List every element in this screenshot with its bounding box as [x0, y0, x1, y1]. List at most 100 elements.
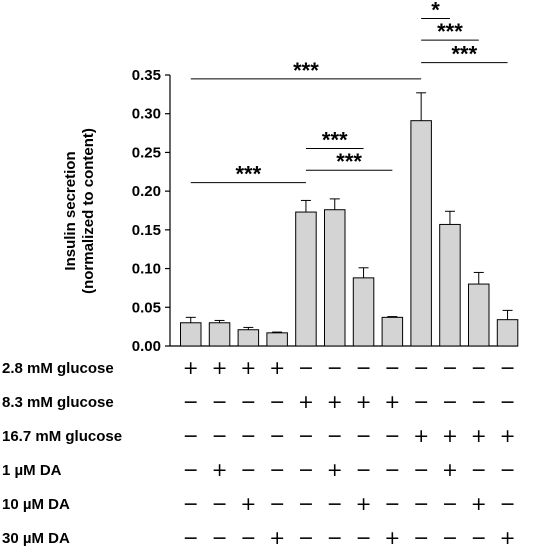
plus-mark: +: [500, 527, 516, 549]
y-axis-label: Insulin secretion (normalized to content…: [62, 128, 97, 294]
minus-mark: −: [327, 493, 343, 515]
plus-mark: +: [327, 391, 343, 413]
minus-mark: −: [269, 425, 285, 447]
y-tick-label: 0.35: [132, 67, 161, 84]
minus-mark: −: [413, 357, 429, 379]
bar: [324, 209, 346, 347]
minus-mark: −: [240, 527, 256, 549]
minus-mark: −: [413, 391, 429, 413]
minus-mark: −: [384, 459, 400, 481]
plus-mark: +: [356, 391, 372, 413]
significance-label: ***: [336, 149, 362, 174]
y-axis-label-line1: Insulin secretion: [62, 151, 79, 270]
minus-mark: −: [298, 459, 314, 481]
minus-mark: −: [212, 391, 228, 413]
bar: [208, 322, 231, 347]
minus-mark: −: [298, 357, 314, 379]
plus-mark: +: [240, 493, 256, 515]
minus-mark: −: [298, 527, 314, 549]
plus-mark: +: [269, 357, 285, 379]
significance-label: ***: [437, 19, 463, 44]
minus-mark: −: [327, 357, 343, 379]
minus-mark: −: [384, 493, 400, 515]
plus-mark: +: [298, 391, 314, 413]
minus-mark: −: [212, 425, 228, 447]
condition-table: 2.8 mM glucose + + + + − − − − − − − −8.3 mM glucose…: [2, 357, 516, 549]
minus-mark: −: [500, 459, 516, 481]
minus-mark: −: [500, 357, 516, 379]
minus-mark: −: [442, 493, 458, 515]
minus-mark: −: [384, 357, 400, 379]
minus-mark: −: [240, 391, 256, 413]
minus-mark: −: [413, 493, 429, 515]
minus-mark: −: [183, 391, 199, 413]
plus-mark: +: [183, 357, 199, 379]
y-tick-label: 0.00: [132, 338, 161, 355]
plus-mark: +: [471, 493, 487, 515]
plus-mark: +: [442, 425, 458, 447]
significance-label: ***: [322, 128, 348, 153]
y-tick-label: 0.20: [132, 183, 161, 200]
plus-mark: +: [212, 357, 228, 379]
plus-mark: +: [384, 391, 400, 413]
plus-mark: +: [442, 459, 458, 481]
minus-mark: −: [269, 493, 285, 515]
minus-mark: −: [183, 527, 199, 549]
minus-mark: −: [442, 357, 458, 379]
minus-mark: −: [269, 459, 285, 481]
minus-mark: −: [240, 459, 256, 481]
bar: [295, 211, 317, 347]
condition-label: 10 µM DA: [2, 496, 70, 513]
condition-label: 8.3 mM glucose: [2, 394, 114, 411]
significance-annotations: *******************: [190, 0, 508, 187]
minus-mark: −: [269, 391, 285, 413]
condition-label: 2.8 mM glucose: [2, 360, 114, 377]
minus-mark: −: [356, 527, 372, 549]
plus-mark: +: [212, 459, 228, 481]
condition-label: 16.7 mM glucose: [2, 428, 122, 445]
bar: [180, 322, 202, 347]
minus-mark: −: [471, 357, 487, 379]
minus-mark: −: [183, 493, 199, 515]
condition-label: 30 µM DA: [2, 530, 70, 547]
minus-mark: −: [298, 425, 314, 447]
minus-mark: −: [471, 459, 487, 481]
y-tick-label: 0.10: [132, 261, 161, 278]
bar: [496, 319, 519, 347]
bars: [180, 120, 519, 347]
minus-mark: −: [500, 493, 516, 515]
minus-mark: −: [356, 425, 372, 447]
y-axis-label-line2: (normalized to content): [80, 128, 97, 294]
minus-mark: −: [356, 357, 372, 379]
significance-label: ***: [452, 42, 478, 67]
minus-mark: −: [413, 459, 429, 481]
plus-mark: +: [384, 527, 400, 549]
minus-mark: −: [413, 527, 429, 549]
bar: [266, 332, 288, 347]
minus-mark: −: [471, 391, 487, 413]
minus-mark: −: [212, 493, 228, 515]
y-tick-label: 0.15: [132, 222, 161, 239]
minus-mark: −: [327, 527, 343, 549]
bar: [439, 223, 461, 347]
significance-label: ***: [293, 58, 319, 83]
significance-label: *: [431, 0, 440, 22]
plus-mark: +: [471, 425, 487, 447]
minus-mark: −: [183, 459, 199, 481]
minus-mark: −: [471, 527, 487, 549]
minus-mark: −: [183, 425, 199, 447]
y-tick-label: 0.25: [132, 144, 161, 161]
minus-mark: −: [442, 527, 458, 549]
plus-mark: +: [327, 459, 343, 481]
minus-mark: −: [356, 459, 372, 481]
bar: [352, 277, 375, 347]
minus-mark: −: [500, 391, 516, 413]
bar: [381, 316, 404, 347]
plus-mark: +: [240, 357, 256, 379]
error-bars: [185, 92, 513, 333]
bar: [410, 120, 432, 347]
y-tick-label: 0.30: [132, 106, 161, 123]
plus-mark: +: [500, 425, 516, 447]
minus-mark: −: [384, 425, 400, 447]
